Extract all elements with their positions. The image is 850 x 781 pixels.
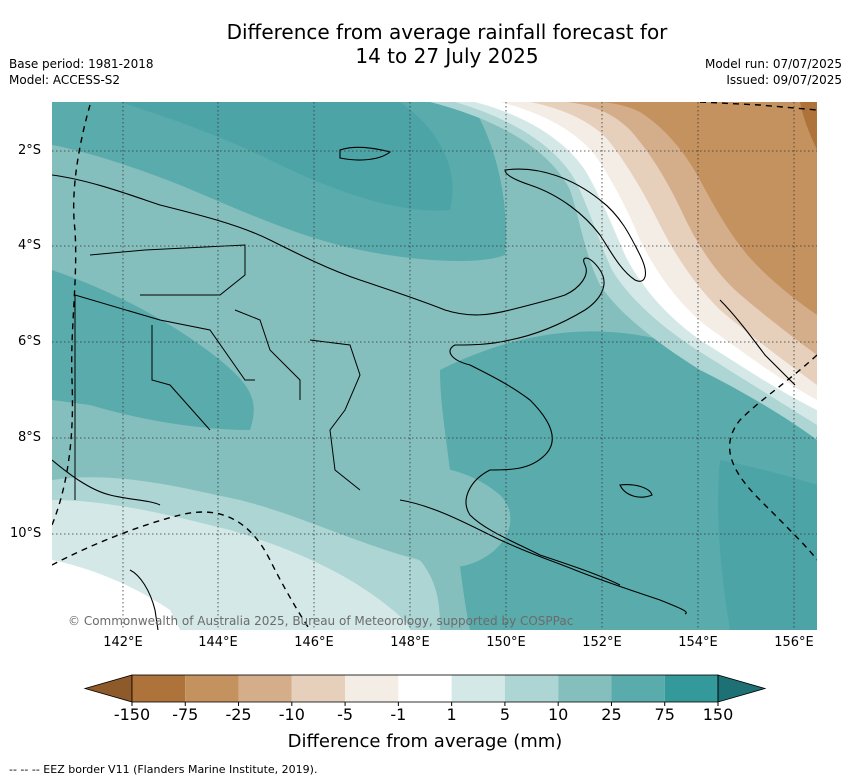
lat-label-10s: 10°S bbox=[10, 526, 42, 541]
lon-label-146e: 146°E bbox=[294, 635, 334, 650]
colorbar-segment bbox=[451, 675, 505, 702]
colorbar-segment bbox=[398, 675, 452, 702]
band-minus75-150-ne bbox=[800, 102, 817, 150]
band-25-75-west bbox=[52, 270, 254, 430]
colorbar-segment bbox=[185, 675, 239, 702]
colorbar bbox=[83, 674, 767, 706]
lon-label-156e: 156°E bbox=[774, 635, 814, 650]
province-borders bbox=[74, 244, 361, 500]
model-run: Model run: 07/07/2025 bbox=[704, 57, 842, 71]
band-minus25-75-ne bbox=[600, 102, 817, 315]
lon-label-154e: 154°E bbox=[678, 635, 718, 650]
eez-west bbox=[52, 104, 91, 526]
colorbar-tick-label: -1 bbox=[390, 705, 407, 724]
map-title-line1: Difference from average rainfall forecas… bbox=[226, 20, 668, 44]
issued-date: Issued: 09/07/2025 bbox=[726, 73, 842, 87]
band-75-150-east bbox=[718, 460, 817, 630]
colorbar-segment bbox=[345, 675, 399, 702]
manus-island bbox=[339, 146, 392, 161]
colorbar-segment bbox=[558, 675, 612, 702]
eez-south bbox=[52, 511, 311, 630]
colorbar-segment bbox=[611, 675, 665, 702]
base-period: Base period: 1981-2018 bbox=[9, 57, 154, 71]
colorbar-tick-label: -5 bbox=[337, 705, 354, 724]
meta-left: Base period: 1981-2018 Model: ACCESS-S2 bbox=[9, 56, 154, 88]
coastlines bbox=[52, 146, 796, 630]
border-2 bbox=[151, 325, 211, 431]
colorbar-tick-label: 75 bbox=[654, 705, 675, 724]
colorbar-tick-label: 150 bbox=[702, 705, 734, 724]
model-name: Model: ACCESS-S2 bbox=[9, 73, 121, 87]
colorbar-arrow-low bbox=[83, 674, 133, 703]
border-1 bbox=[74, 294, 255, 381]
colorbar-arrow-high bbox=[717, 674, 767, 703]
lat-label-4s: 4°S bbox=[18, 238, 42, 253]
colorbar-tick-label: 25 bbox=[601, 705, 622, 724]
colorbar-tick-label: -75 bbox=[172, 705, 199, 724]
colorbar-tick-label: -10 bbox=[278, 705, 305, 724]
new-britain-north bbox=[504, 168, 646, 282]
solomon-island-1 bbox=[619, 484, 653, 498]
band-25-75-north bbox=[52, 102, 506, 262]
border-4 bbox=[309, 339, 361, 491]
lon-label-152e: 152°E bbox=[582, 635, 622, 650]
colorbar-tick-label: 10 bbox=[547, 705, 569, 724]
band-10-25-islands bbox=[382, 466, 511, 568]
colorbar-title: Difference from average (mm) bbox=[287, 731, 563, 752]
lat-label-8s: 8°S bbox=[18, 430, 42, 445]
lon-label-142e: 142°E bbox=[103, 635, 143, 650]
colorbar-segment bbox=[291, 675, 346, 702]
colorbar-outline bbox=[131, 674, 719, 703]
lat-label-2s: 2°S bbox=[18, 143, 42, 158]
colorbar-tick-label: 1 bbox=[446, 705, 457, 724]
south-coast-west bbox=[52, 459, 161, 506]
lat-label-6s: 6°S bbox=[18, 334, 42, 349]
border-3 bbox=[89, 244, 246, 296]
island-chain bbox=[399, 499, 687, 615]
png-coastline bbox=[52, 174, 621, 586]
eez-borders bbox=[52, 102, 817, 630]
map-title: Difference from average rainfall forecas… bbox=[0, 20, 850, 68]
eez-north bbox=[699, 102, 817, 111]
band-75-150-north bbox=[120, 102, 453, 211]
graticule bbox=[52, 102, 817, 630]
eez-footnote: -- -- -- EEZ border V11 (Flanders Marine… bbox=[9, 763, 318, 776]
meta-right: Model run: 07/07/2025 Issued: 09/07/2025 bbox=[705, 56, 842, 88]
band-25-75-east bbox=[440, 331, 817, 630]
map-title-line2: 14 to 27 July 2025 bbox=[355, 44, 539, 68]
copyright-notice: © Commonwealth of Australia 2025, Bureau… bbox=[68, 614, 574, 628]
lon-label-148e: 148°E bbox=[390, 635, 430, 650]
border-5 bbox=[234, 309, 301, 400]
lon-label-150e: 150°E bbox=[486, 635, 526, 650]
band-neutral-south bbox=[52, 560, 180, 630]
eez-east bbox=[728, 354, 817, 561]
colorbar-segment bbox=[504, 675, 559, 702]
colorbar-segment bbox=[238, 675, 292, 702]
colorbar-tick-label: -150 bbox=[113, 705, 151, 724]
colorbar-segment bbox=[664, 675, 718, 702]
colorbar-tick-label: -25 bbox=[225, 705, 252, 724]
colorbar-segment bbox=[132, 675, 186, 702]
colorbar-tick-label: 5 bbox=[499, 705, 510, 724]
cape-york bbox=[129, 569, 159, 630]
lon-label-144e: 144°E bbox=[198, 635, 238, 650]
